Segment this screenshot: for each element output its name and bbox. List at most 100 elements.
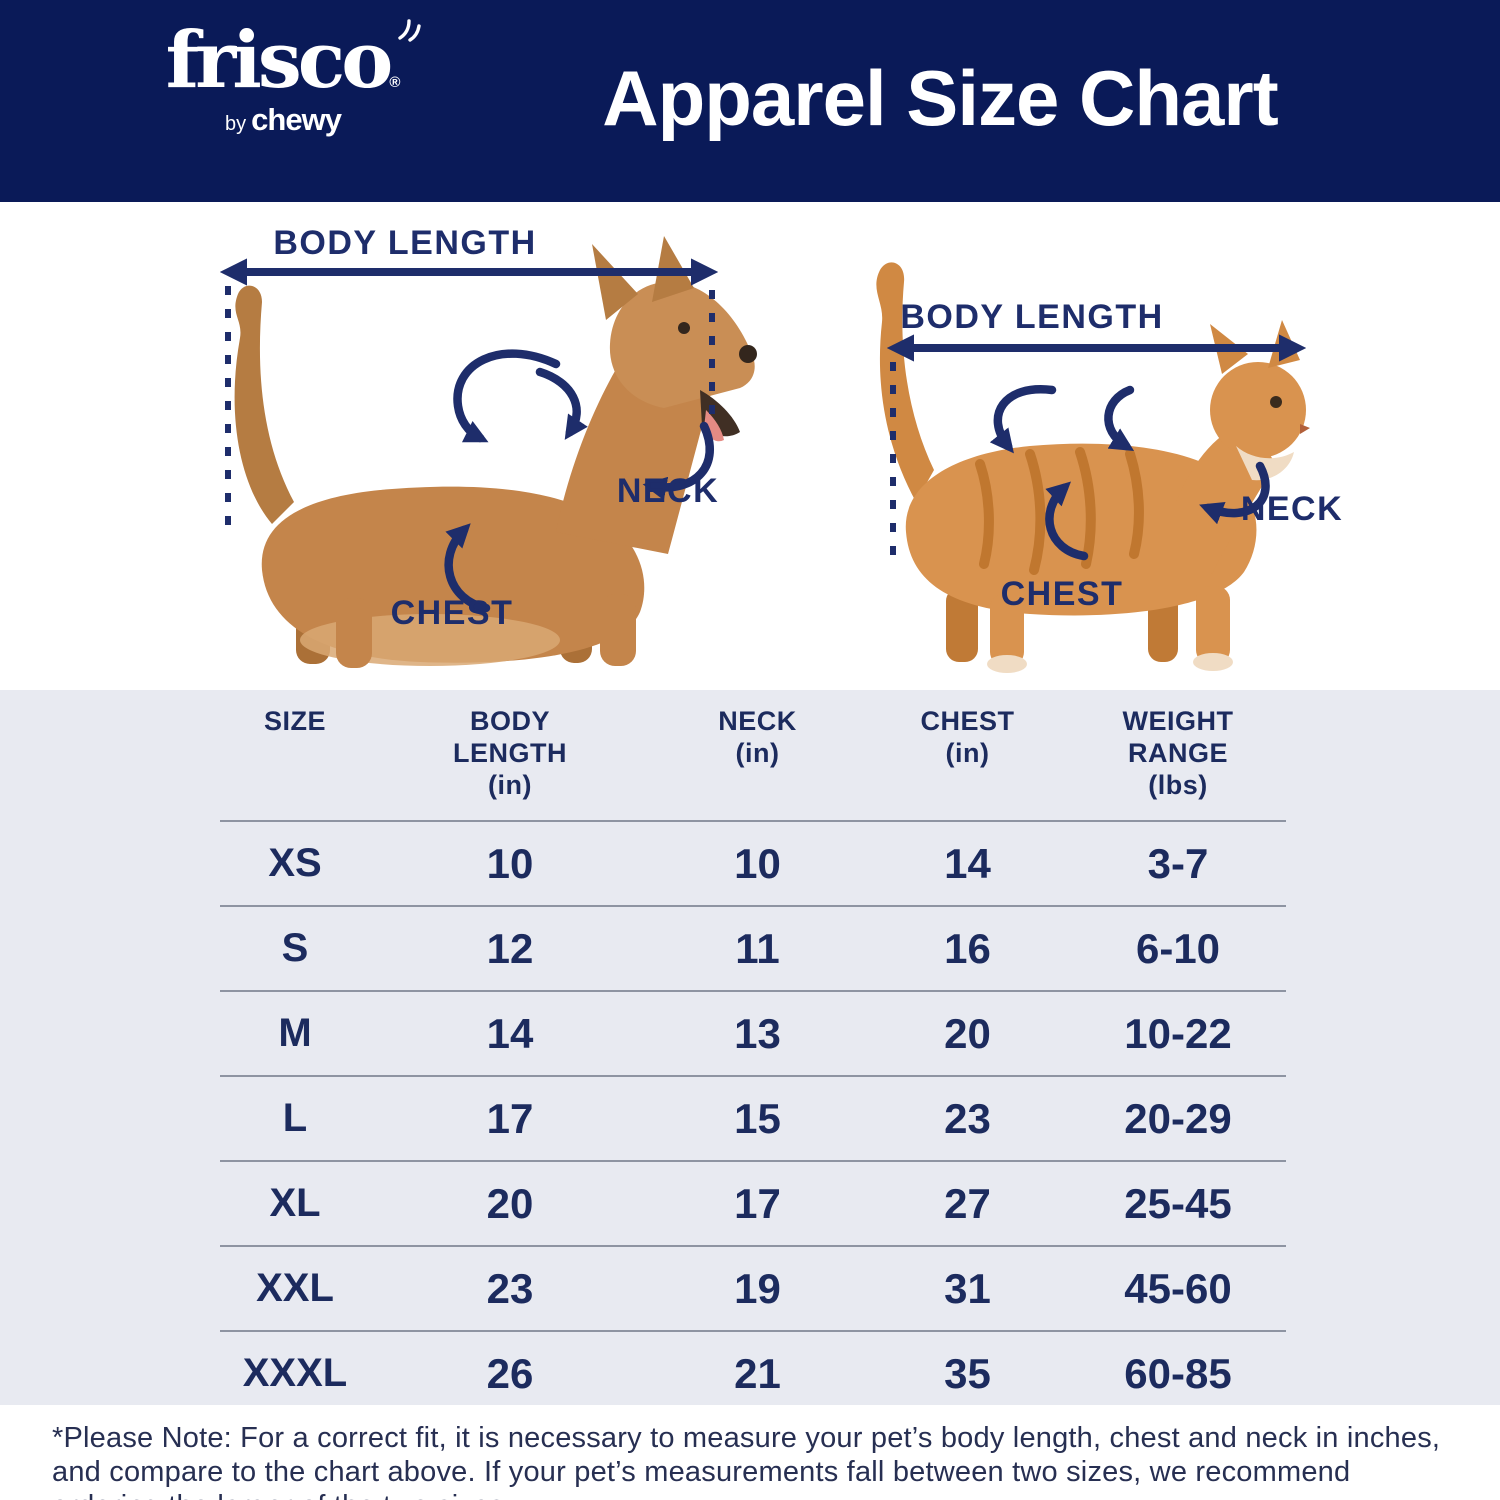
- table-row: XS 10 10 14 3-7: [220, 822, 1286, 907]
- table-row: XXL 23 19 31 45-60: [220, 1247, 1286, 1332]
- dog-head: [609, 281, 755, 408]
- cell-body-length: 17: [486, 1094, 534, 1142]
- column-header-size: SIZE: [263, 706, 326, 736]
- dog-nose: [739, 345, 757, 363]
- cat-stripe: [1025, 449, 1046, 575]
- frisco-wordmark: frisco®: [166, 19, 422, 100]
- cat-eye: [1270, 396, 1282, 408]
- cat-back-arrow: [989, 385, 1057, 454]
- cell-chest: 35: [944, 1349, 991, 1397]
- table-header-row: SIZE BODY LENGTH (in) NECK (in) CHEST (i…: [220, 690, 1286, 822]
- registered-mark: ®: [389, 74, 401, 91]
- cat-tail: [876, 262, 934, 502]
- cat-neck-arrow: [1199, 461, 1270, 525]
- dog-neck-arrow: [642, 421, 714, 501]
- cat-chest-label: CHEST: [1001, 575, 1124, 613]
- cat-nose: [1300, 424, 1310, 434]
- measurement-diagram: BODY LENGTH NECK CHEST BODY LENGTH NECK …: [0, 202, 1500, 690]
- column-header-weight-range: WEIGHT RANGE (lbs): [1122, 706, 1234, 800]
- cat-paw: [987, 655, 1027, 673]
- cell-size: S: [281, 926, 309, 970]
- cell-size: XXXL: [242, 1351, 348, 1395]
- header: frisco® by chewy Apparel Size Chart: [0, 0, 1500, 202]
- cat-withers-arrow: [1104, 385, 1135, 451]
- footer-note: *Please Note: For a correct fit, it is n…: [52, 1422, 1441, 1500]
- cell-size: M: [278, 1011, 312, 1055]
- dog-chest-arrow: [444, 523, 491, 613]
- cell-body-length: 23: [486, 1264, 534, 1312]
- dog-withers-arrow-small: [535, 367, 588, 440]
- cell-neck: 21: [734, 1349, 781, 1397]
- frisco-brand-text: frisco: [165, 15, 394, 106]
- cell-neck: 15: [734, 1094, 781, 1142]
- dog-body-length-label: BODY LENGTH: [273, 224, 536, 262]
- cell-body-length: 26: [486, 1349, 534, 1397]
- cat-head: [1210, 362, 1306, 458]
- cell-weight: 6-10: [1135, 924, 1221, 972]
- cell-size: XL: [269, 1181, 321, 1225]
- cat-near-back-leg: [990, 594, 1024, 666]
- cat-chest-arrow: [1045, 481, 1089, 561]
- measurement-diagram-svg: BODY LENGTH NECK CHEST BODY LENGTH NECK …: [219, 224, 1343, 673]
- cell-body-length: 14: [486, 1009, 534, 1057]
- cell-weight: 20-29: [1124, 1094, 1232, 1142]
- cell-neck: 11: [735, 924, 780, 972]
- cell-size: XS: [268, 841, 322, 885]
- column-header-chest: CHEST (in): [920, 706, 1015, 768]
- cat-far-back-leg: [946, 588, 978, 662]
- table-row: L 17 15 23 20-29: [220, 1077, 1286, 1162]
- footer: *Please Note: For a correct fit, it is n…: [0, 1405, 1500, 1500]
- cat-near-front-leg: [1196, 586, 1230, 664]
- table-row: S 12 11 16 6-10: [220, 907, 1286, 992]
- cat-chin-patch: [1236, 446, 1294, 481]
- cat-illustration: [876, 262, 1310, 673]
- dog-withers-arrow: [453, 349, 561, 443]
- cell-body-length: 12: [486, 924, 534, 972]
- size-table: SIZE BODY LENGTH (in) NECK (in) CHEST (i…: [220, 690, 1286, 1417]
- chewy-text: chewy: [251, 102, 342, 137]
- cat-neck-label: NECK: [1241, 490, 1343, 528]
- cell-size: XXL: [256, 1266, 334, 1310]
- column-header-body-length: BODY LENGTH (in): [453, 706, 567, 800]
- cat-paw: [1193, 653, 1233, 671]
- cell-weight: 10-22: [1124, 1009, 1232, 1057]
- cell-neck: 13: [734, 1009, 781, 1057]
- cell-neck: 10: [734, 839, 781, 887]
- cell-chest: 31: [944, 1264, 991, 1312]
- cell-body-length: 20: [486, 1179, 534, 1227]
- table-row: XXXL 26 21 35 60-85: [220, 1332, 1286, 1417]
- logo-flourish-icon: [398, 19, 422, 42]
- cat-stripe: [975, 459, 994, 569]
- by-text: by: [225, 113, 247, 135]
- cell-weight: 25-45: [1124, 1179, 1232, 1227]
- dog-eye: [678, 322, 690, 334]
- cell-neck: 19: [734, 1264, 781, 1312]
- dog-near-front-leg: [600, 594, 636, 666]
- size-table-section: SIZE BODY LENGTH (in) NECK (in) CHEST (i…: [0, 690, 1500, 1417]
- cell-weight: 3-7: [1147, 839, 1209, 887]
- by-chewy: by chewy: [118, 104, 448, 135]
- dog-tail: [234, 285, 294, 524]
- dog-neck-label: NECK: [617, 472, 719, 510]
- cell-chest: 27: [944, 1179, 991, 1227]
- cell-weight: 45-60: [1124, 1264, 1232, 1312]
- table-row: M 14 13 20 10-22: [220, 992, 1286, 1077]
- cat-body: [905, 443, 1257, 616]
- cell-neck: 17: [734, 1179, 781, 1227]
- cell-size: L: [282, 1096, 308, 1140]
- page-title: Apparel Size Chart: [602, 54, 1279, 142]
- cat-body-length-label: BODY LENGTH: [900, 298, 1163, 336]
- dog-near-back-leg: [336, 598, 372, 668]
- dog-chest-label: CHEST: [391, 594, 514, 632]
- frisco-logo: frisco® by chewy: [118, 19, 448, 135]
- cell-body-length: 10: [486, 839, 534, 887]
- cell-weight: 60-85: [1124, 1349, 1232, 1397]
- cell-chest: 16: [944, 924, 991, 972]
- column-header-neck: NECK (in): [718, 706, 797, 768]
- cat-stripe: [1125, 449, 1144, 559]
- cell-chest: 20: [944, 1009, 991, 1057]
- cell-chest: 23: [944, 1094, 991, 1142]
- cat-stripe: [1075, 447, 1096, 569]
- table-row: XL 20 17 27 25-45: [220, 1162, 1286, 1247]
